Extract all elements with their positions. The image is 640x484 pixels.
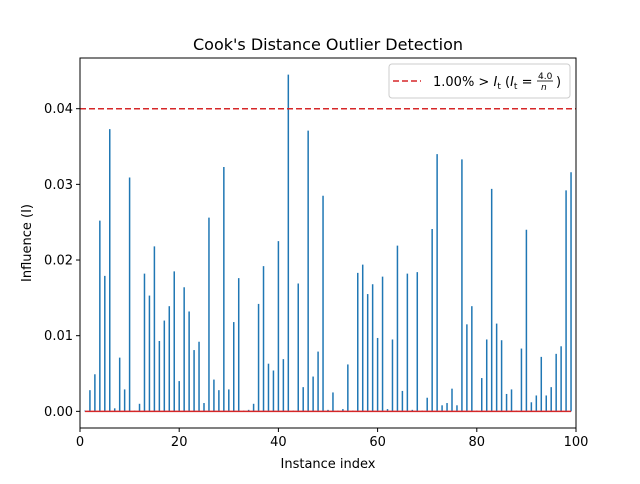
x-tick-label: 80 <box>469 435 486 450</box>
plot-frame <box>79 57 577 429</box>
legend-fraction-numerator: 4.0 <box>538 72 553 82</box>
legend-fraction-denominator: n <box>541 83 547 93</box>
x-tick-label: 60 <box>369 435 386 450</box>
x-tick-label: 40 <box>270 435 287 450</box>
stem-series <box>84 74 572 412</box>
x-tick-label: 100 <box>564 435 589 450</box>
legend: 1.00% > It (It = 4.0 n ) <box>388 63 571 99</box>
y-tick-label: 0.03 <box>44 178 73 193</box>
y-axis: 0.00 0.01 0.02 0.03 0.04 <box>44 102 80 420</box>
y-axis-label: Influence (I) <box>20 204 35 282</box>
y-tick-label: 0.00 <box>44 405 73 420</box>
legend-prefix: 1.00% > <box>433 75 493 90</box>
x-axis: 0 20 40 60 80 100 <box>76 428 589 450</box>
x-tick-label: 0 <box>76 435 84 450</box>
legend-close-paren: ) <box>556 75 561 90</box>
x-axis-label: Instance index <box>281 457 376 472</box>
y-tick-label: 0.04 <box>44 102 73 117</box>
legend-box <box>388 63 571 99</box>
y-tick-label: 0.01 <box>44 329 73 344</box>
y-tick-label: 0.02 <box>44 254 73 269</box>
chart-title: Cook's Distance Outlier Detection <box>193 35 463 54</box>
x-tick-label: 20 <box>171 435 188 450</box>
legend-threshold-label: 1.00% > It (It = <box>433 75 532 92</box>
